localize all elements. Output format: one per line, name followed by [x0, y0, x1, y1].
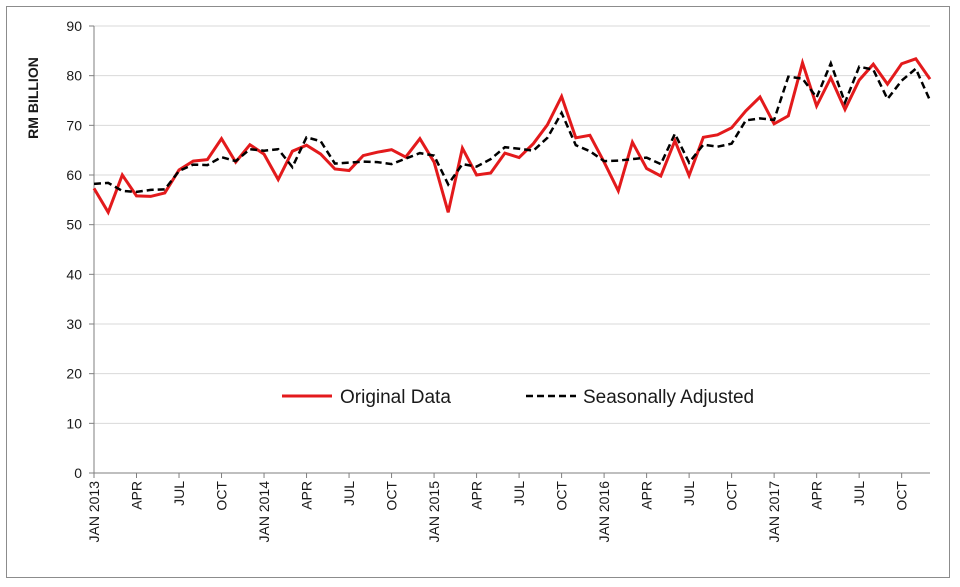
series-line-original-data	[92, 57, 932, 216]
x-axis-ticks: JAN 2013 APR JUL OCT JAN 2014 APR JUL OCT JAN 20…	[86, 473, 910, 542]
y-tick-label: 80	[66, 68, 82, 84]
x-tick-label: OCT	[894, 481, 910, 511]
axes	[93, 26, 930, 474]
y-tick-label: 70	[66, 117, 82, 133]
x-tick-label: JAN 2013	[86, 481, 102, 543]
chart-frame: 0 10 20 30 40 50 60 70 80 90 JAN 2013 APR JUL OCT JAN…	[6, 6, 950, 578]
x-tick-label: OCT	[214, 481, 230, 511]
legend-label-seasonally-adjusted: Seasonally Adjusted	[583, 387, 754, 408]
legend: Original Data Seasonally Adjusted	[282, 387, 754, 408]
x-tick-label: JAN 2016	[596, 481, 612, 543]
x-tick-label: APR	[469, 481, 485, 510]
x-tick-label: APR	[299, 481, 315, 510]
y-tick-label: 90	[66, 18, 82, 34]
gridlines	[94, 25, 930, 424]
y-tick-label: 10	[66, 415, 82, 431]
x-tick-label: JAN 2015	[426, 481, 442, 543]
x-tick-label: JUL	[681, 481, 697, 506]
x-tick-label: JUL	[171, 481, 187, 506]
series-lines	[92, 57, 932, 216]
x-tick-label: JUL	[341, 481, 357, 506]
y-tick-label: 30	[66, 316, 82, 332]
x-tick-label: JUL	[511, 481, 527, 506]
x-tick-label: APR	[639, 481, 655, 510]
x-tick-label: OCT	[554, 481, 570, 511]
x-tick-label: APR	[129, 481, 145, 510]
y-tick-label: 50	[66, 217, 82, 233]
series-line-seasonally-adjusted	[93, 59, 932, 194]
x-tick-label: JUL	[851, 481, 867, 506]
x-tick-label: JAN 2017	[766, 481, 782, 543]
y-tick-label: 60	[66, 167, 82, 183]
y-tick-label: 20	[66, 366, 82, 382]
x-tick-label: JAN 2014	[256, 481, 272, 543]
y-axis-label: RM BILLION	[25, 57, 41, 139]
y-tick-label: 40	[66, 266, 82, 282]
legend-label-original: Original Data	[340, 387, 451, 408]
x-tick-label: OCT	[384, 481, 400, 511]
x-tick-label: OCT	[724, 481, 740, 511]
y-axis-ticks: 0 10 20 30 40 50 60 70 80 90	[66, 18, 94, 481]
x-tick-label: APR	[809, 481, 825, 510]
y-tick-label: 0	[74, 465, 82, 481]
